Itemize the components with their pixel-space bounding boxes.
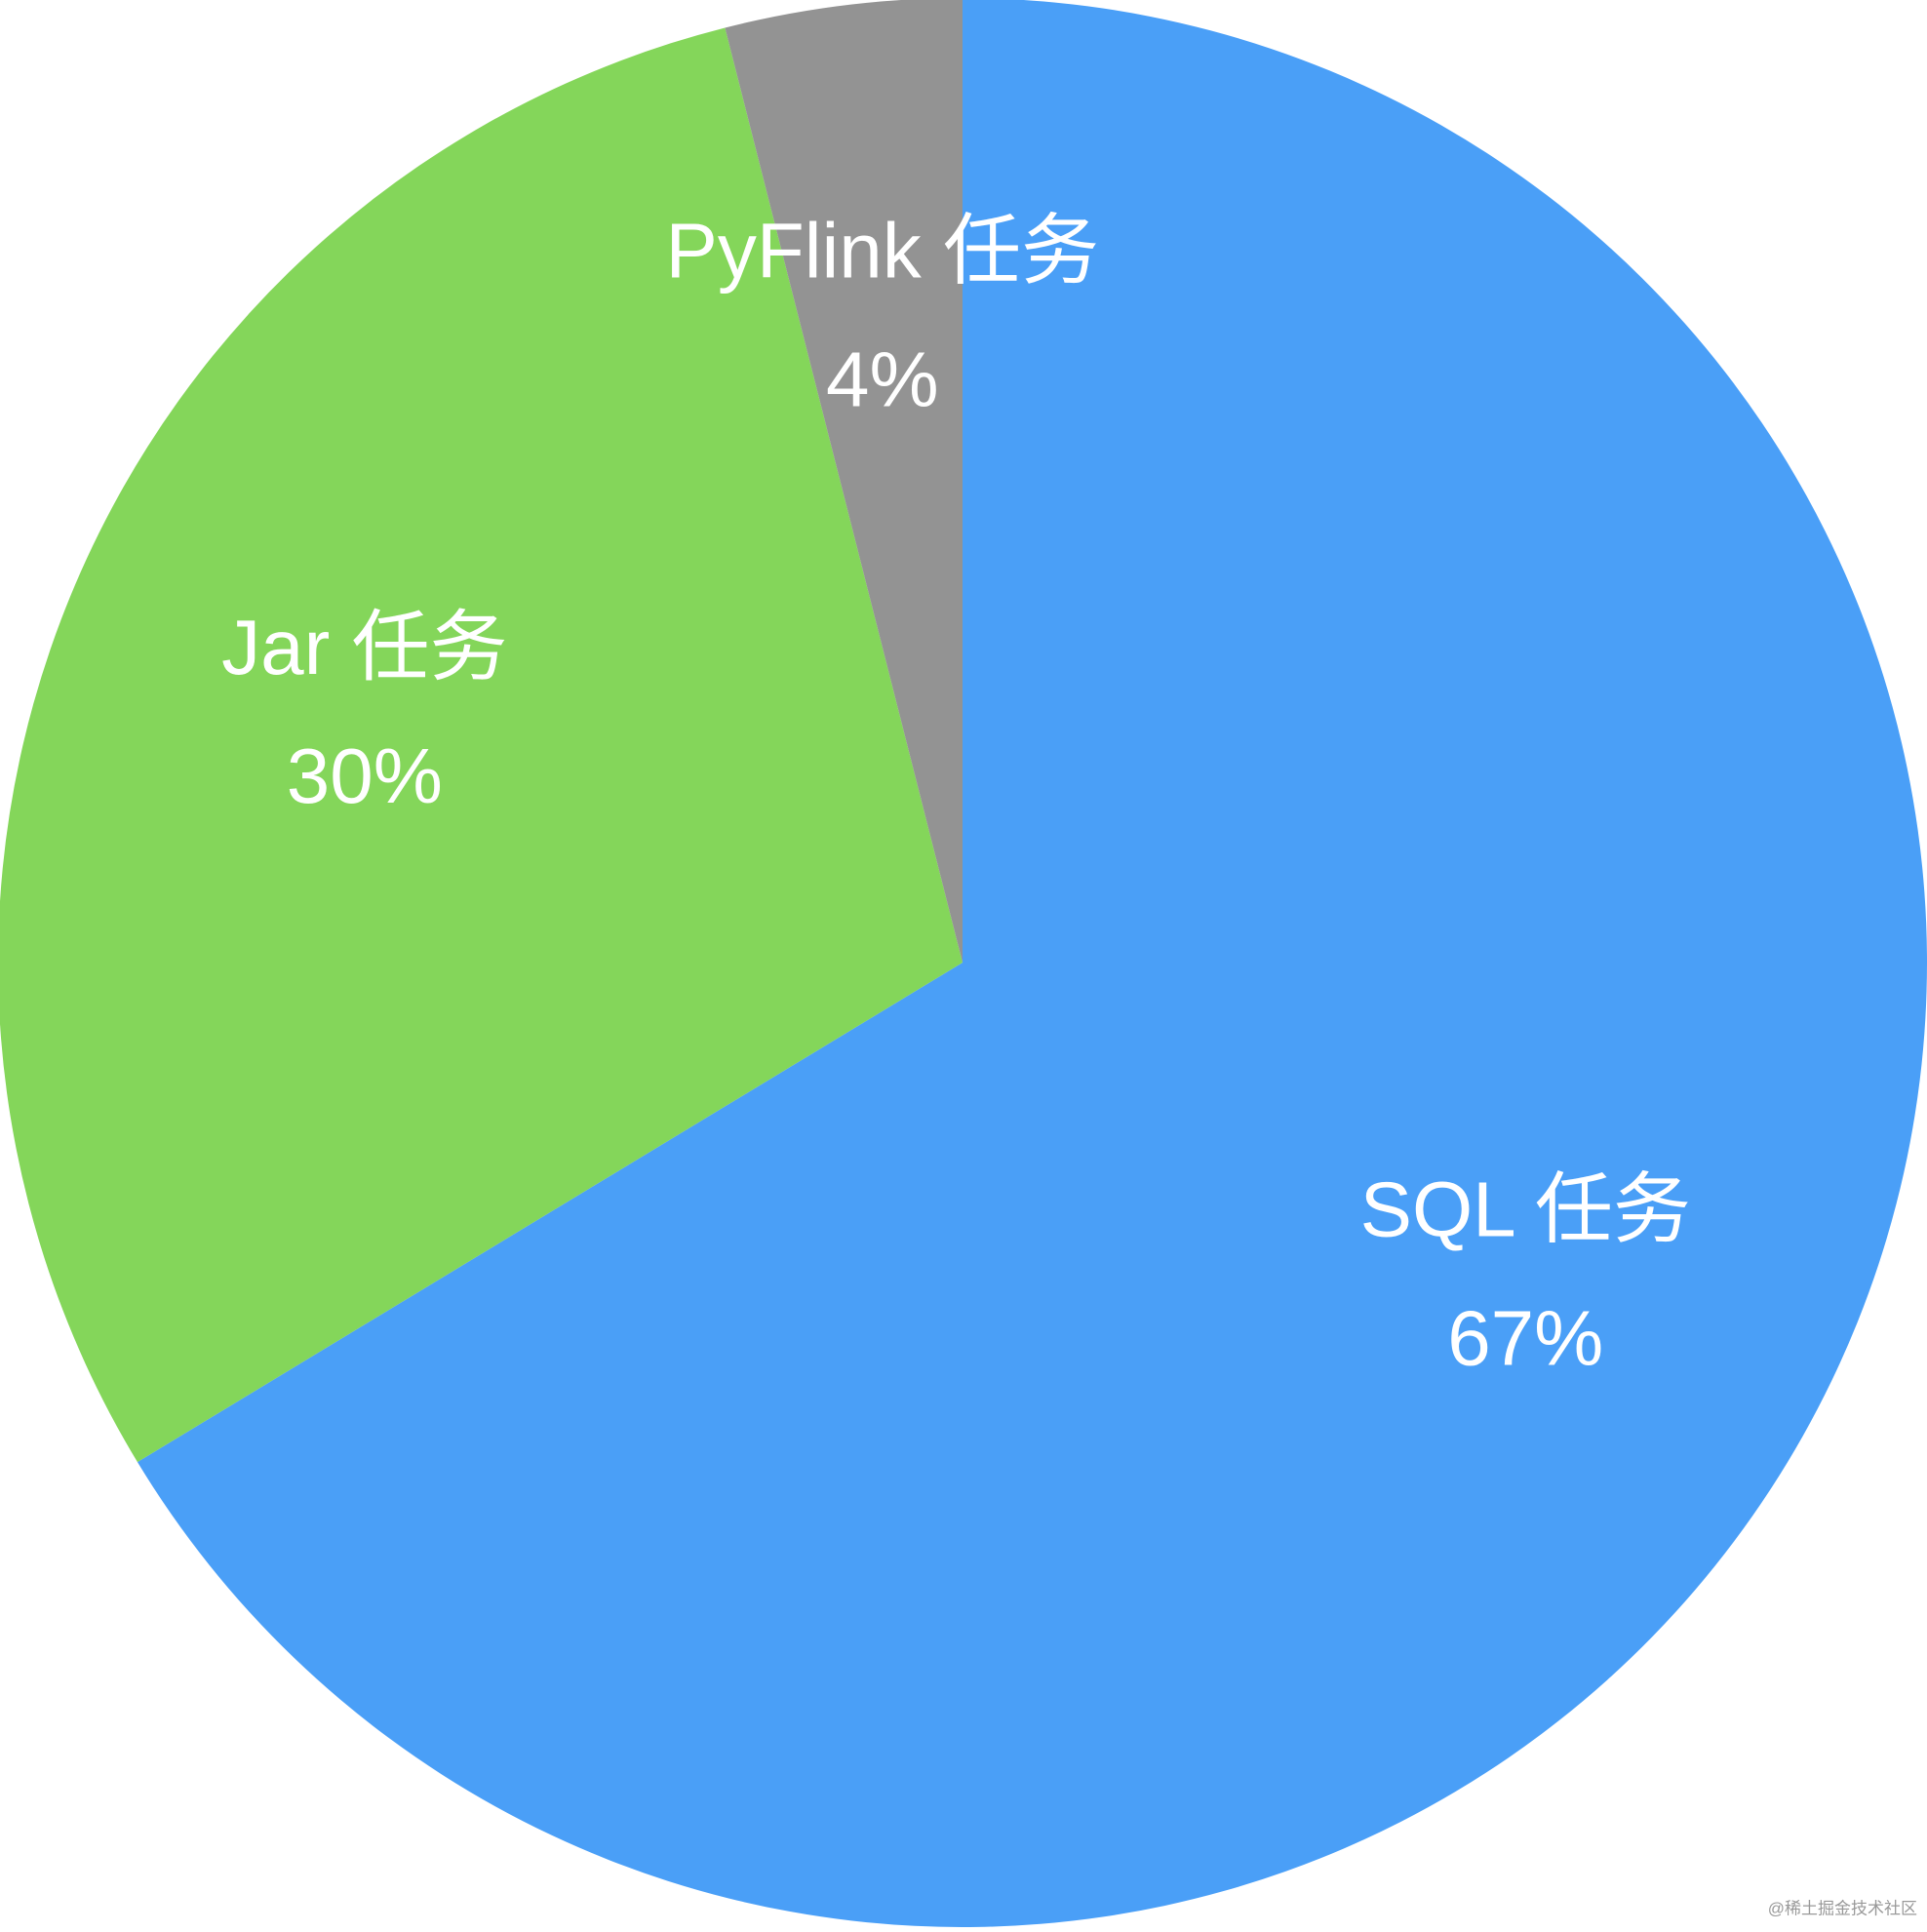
pie-slice: [725, 0, 963, 963]
slice-label: SQL 任务: [1360, 1165, 1691, 1252]
pie-slice: [0, 27, 963, 1463]
pie-slice: [137, 0, 1927, 1927]
slice-value: 67%: [1447, 1294, 1603, 1381]
watermark: @稀土掘金技术社区: [1768, 1899, 1917, 1917]
slice-label: PyFlink 任务: [666, 208, 1100, 295]
slice-value: 4%: [826, 336, 939, 423]
slice-label: Jar 任务: [221, 604, 507, 690]
slice-value: 30%: [287, 732, 443, 819]
labels: SQL 任务 67% Jar 任务 30% PyFlink 任务 4%: [221, 208, 1691, 1382]
